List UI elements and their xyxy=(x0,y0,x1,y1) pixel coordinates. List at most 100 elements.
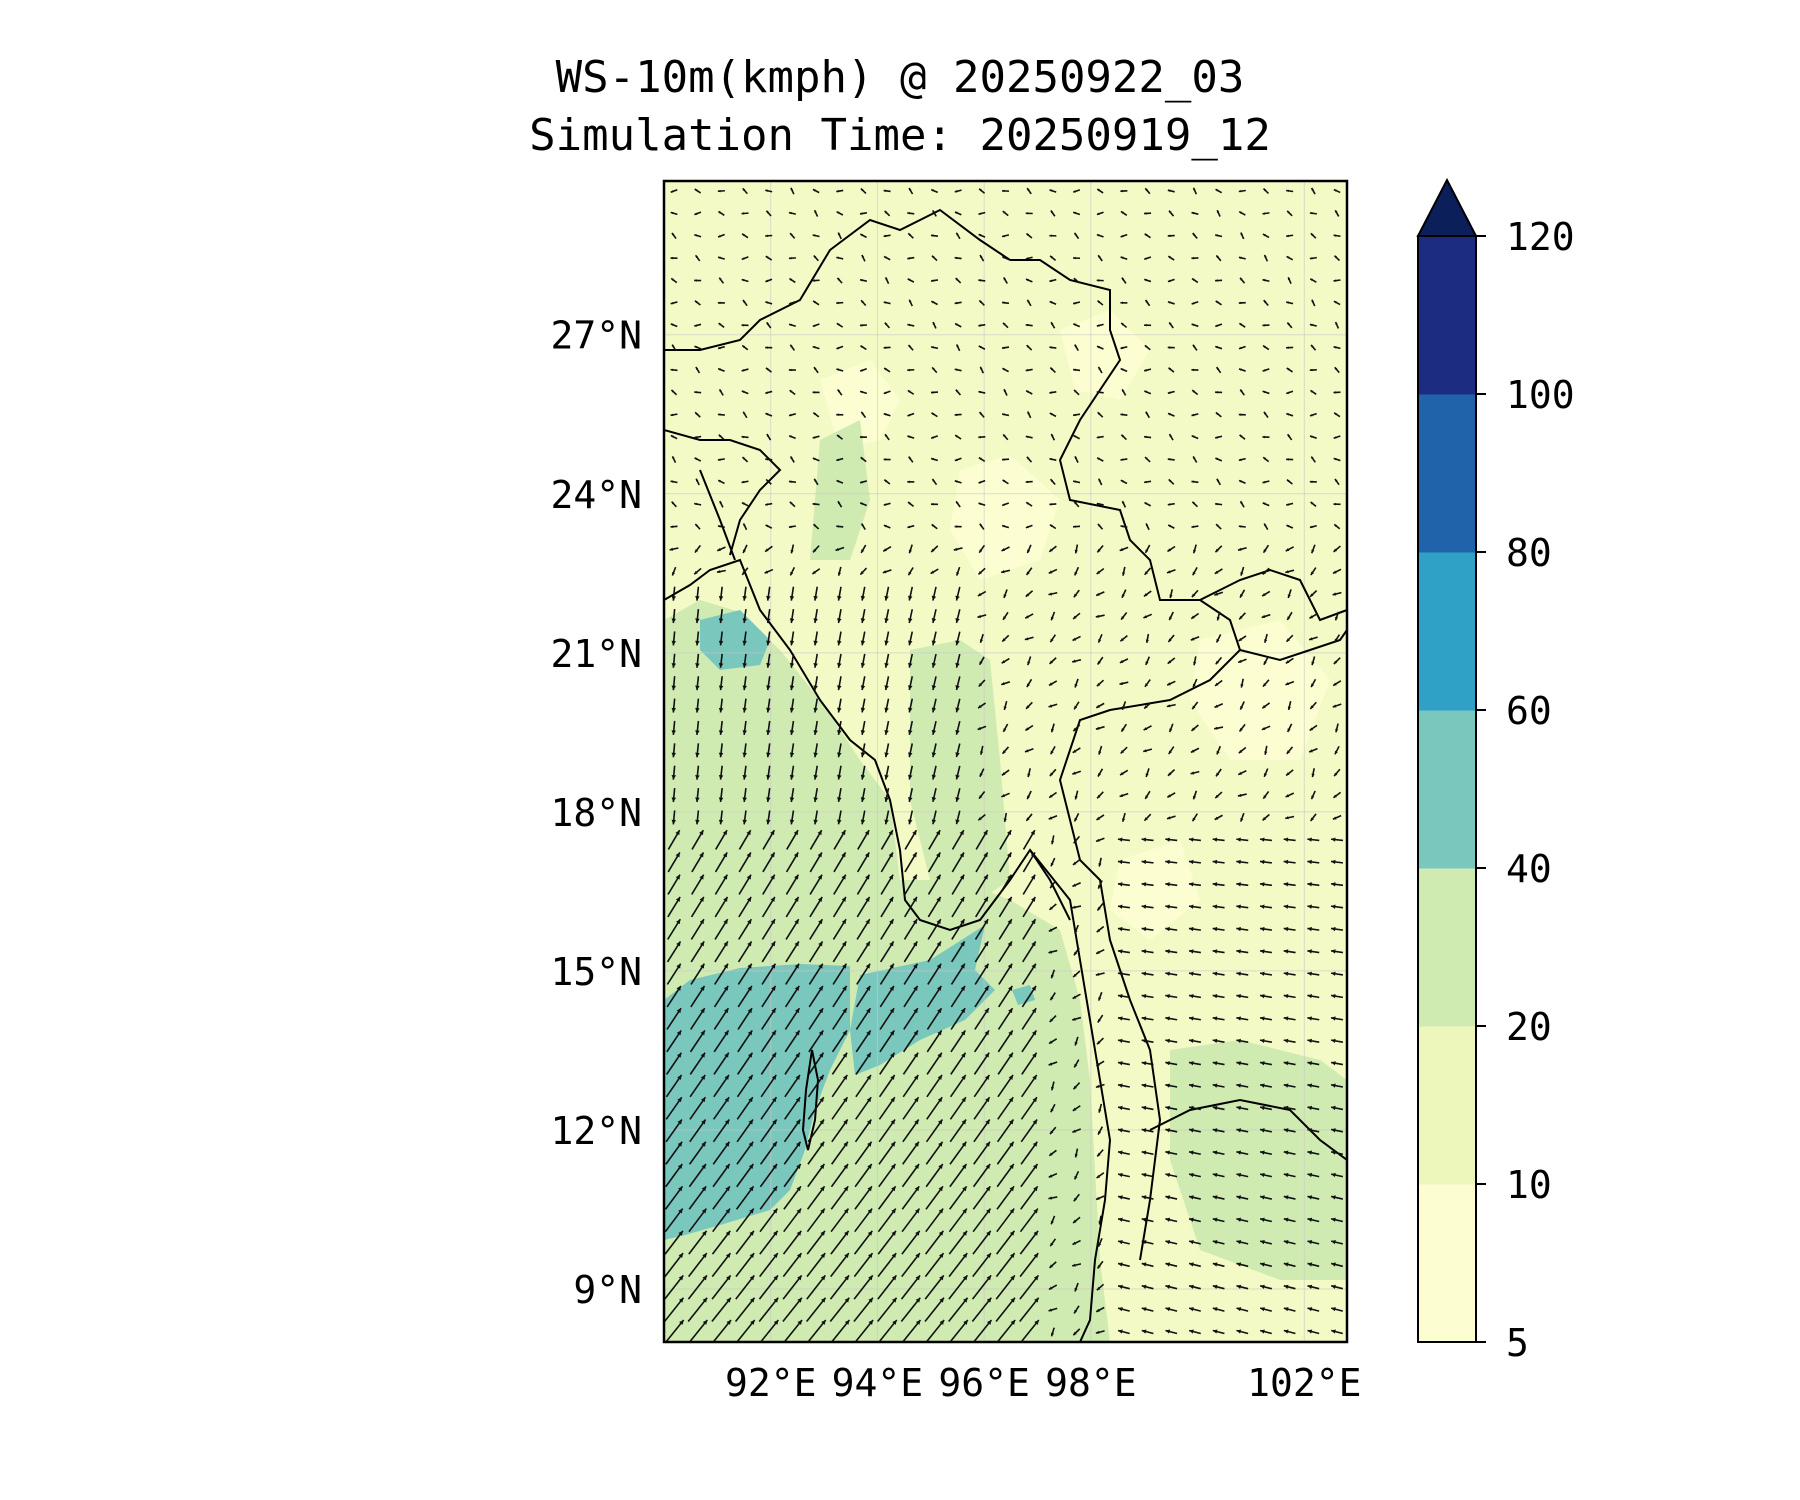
wind-arrow-head xyxy=(956,232,959,236)
wind-arrow-head xyxy=(914,1141,919,1147)
wind-arrow-head xyxy=(717,458,721,461)
wind-arrow-head xyxy=(1072,659,1076,663)
wind-arrow-head xyxy=(961,1097,966,1103)
wind-arrow-head xyxy=(1145,661,1149,665)
wind-arrow-head xyxy=(861,411,864,415)
wind-arrow-shaft xyxy=(664,1252,684,1278)
wind-arrow-head xyxy=(1073,973,1077,978)
wind-arrow-head xyxy=(1120,480,1124,483)
wind-arrow-shaft xyxy=(926,1096,943,1120)
wind-arrow-shaft xyxy=(783,1119,801,1143)
wind-arrow-head xyxy=(1191,593,1196,598)
wind-arrow-head xyxy=(1215,548,1219,553)
wind-arrow-head xyxy=(1262,705,1266,709)
wind-arrow-head xyxy=(1335,322,1338,325)
wind-arrow-shaft xyxy=(807,1163,826,1188)
wind-arrow-head xyxy=(931,524,935,527)
wind-arrow-head xyxy=(1283,1262,1289,1267)
wind-arrow-shaft xyxy=(901,1163,920,1188)
wind-arrow-head xyxy=(749,1208,754,1214)
wind-arrow-head xyxy=(701,1141,706,1147)
wind-arrow-head xyxy=(837,730,842,735)
wind-arrow-shaft xyxy=(949,1096,967,1120)
wind-arrow-shaft xyxy=(972,1319,993,1342)
wind-arrow-head xyxy=(1310,705,1314,709)
wind-arrow-head xyxy=(1333,301,1337,304)
wind-arrow-head xyxy=(795,1074,800,1080)
wind-arrow-head xyxy=(1010,1297,1015,1303)
wind-arrow-head xyxy=(1002,750,1006,754)
wind-arrow-head xyxy=(1117,1061,1123,1066)
wind-arrow-head xyxy=(836,346,840,350)
wind-arrow-head xyxy=(1287,706,1291,710)
wind-arrow-head xyxy=(1283,1083,1289,1088)
wind-arrow-head xyxy=(985,1164,991,1169)
wind-arrow-head xyxy=(1283,1150,1289,1155)
wind-arrow-head xyxy=(1050,616,1054,621)
wind-arrow-head xyxy=(819,1119,824,1125)
wind-arrow-head xyxy=(1050,974,1054,979)
wind-arrow-head xyxy=(771,985,776,991)
wind-arrow-head xyxy=(1165,1083,1170,1088)
wind-arrow-shaft xyxy=(759,1208,779,1233)
wind-arrow-head xyxy=(977,592,982,596)
wind-arrow-head xyxy=(1118,1284,1123,1289)
wind-arrow-head xyxy=(701,1186,707,1192)
wind-arrow-shaft xyxy=(902,1119,920,1143)
wind-arrow-head xyxy=(939,1275,944,1281)
wind-arrow-head xyxy=(860,618,866,623)
wind-arrow-head xyxy=(1165,1217,1171,1222)
wind-arrow-head xyxy=(841,874,846,880)
wind-arrow-head xyxy=(1165,904,1170,909)
wind-arrow-head xyxy=(883,503,887,506)
wind-arrow-head xyxy=(765,256,769,259)
wind-arrow-head xyxy=(1026,705,1030,709)
wind-arrow-head xyxy=(1307,1128,1313,1133)
wind-arrow-head xyxy=(1117,1016,1123,1021)
wind-arrow-shaft xyxy=(972,1230,992,1255)
wind-arrow-head xyxy=(1192,233,1196,236)
wind-arrow-head xyxy=(1143,593,1148,597)
wind-arrow-head xyxy=(1216,524,1219,527)
wind-arrow-head xyxy=(1073,1219,1077,1223)
wind-arrow-head xyxy=(841,919,847,925)
wind-arrow-head xyxy=(860,774,866,780)
wind-arrow-head xyxy=(790,344,793,348)
wind-arrow-head xyxy=(1191,256,1194,260)
wind-arrow-head xyxy=(860,457,864,460)
wind-arrow-head xyxy=(1287,616,1291,620)
wind-arrow-head xyxy=(883,346,887,349)
wind-arrow-head xyxy=(743,523,746,527)
wind-arrow-head xyxy=(773,1319,779,1325)
wind-arrow-head xyxy=(986,1208,991,1214)
wind-arrow-head xyxy=(1074,817,1078,822)
wind-arrow-head xyxy=(1096,1174,1101,1179)
wind-arrow-head xyxy=(812,234,816,237)
wind-arrow-shaft xyxy=(996,1141,1015,1165)
wind-arrow-head xyxy=(1283,1038,1289,1044)
wind-arrow-head xyxy=(868,1275,873,1281)
wind-arrow-shaft xyxy=(902,1141,920,1165)
wind-arrow-head xyxy=(1048,682,1053,686)
wind-arrow-head xyxy=(1212,971,1218,976)
wind-arrow-shaft xyxy=(1020,1119,1038,1143)
wind-arrow-head xyxy=(1240,594,1244,598)
wind-arrow-head xyxy=(794,963,800,969)
wind-arrow-head xyxy=(749,1275,755,1281)
wind-arrow-head xyxy=(1260,837,1265,842)
wind-arrow-head xyxy=(1120,368,1124,371)
wind-arrow-head xyxy=(1117,926,1123,932)
wind-arrow-shaft xyxy=(877,1185,897,1210)
wind-arrow-head xyxy=(1001,548,1006,551)
wind-arrow-head xyxy=(771,1030,776,1036)
wind-arrow-head xyxy=(985,1186,991,1192)
wind-arrow-head xyxy=(724,1030,729,1036)
wind-arrow-head xyxy=(1191,615,1195,619)
wind-arrow-head xyxy=(938,1164,943,1169)
wind-arrow-head xyxy=(837,277,841,281)
wind-arrow-head xyxy=(1191,413,1195,417)
wind-arrow-head xyxy=(1072,749,1077,753)
wind-arrow-head xyxy=(1145,773,1149,777)
wind-arrow-head xyxy=(960,919,965,925)
wind-arrow-head xyxy=(907,435,911,439)
